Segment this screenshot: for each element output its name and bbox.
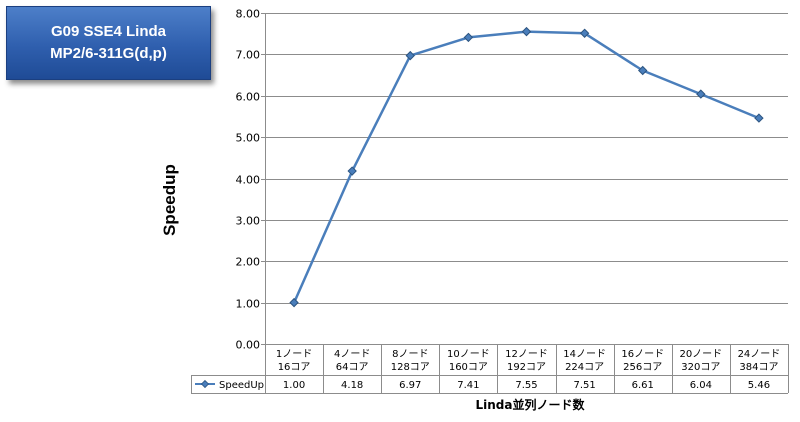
- category-label-line2: 384コア: [739, 362, 778, 373]
- category-label-line1: 24ノード: [738, 349, 781, 360]
- legend-series-name: SpeedUp: [219, 380, 264, 391]
- y-tick-labels: 0.00 1.00 2.00 3.00 4.00 5.00 6.00 7.00 8.00: [236, 8, 261, 352]
- category-label-line1: 16ノード: [621, 349, 664, 360]
- y-tick-label: 5.00: [236, 132, 261, 145]
- data-table: 1ノード 16コア 4ノード 64コア 8ノード 128コア 10ノード 160コア 12ノード…: [191, 344, 789, 394]
- category-label-line2: 160コア: [449, 362, 488, 373]
- series-layer: [289, 26, 764, 308]
- data-point: [463, 32, 474, 43]
- y-tick-label: 8.00: [236, 8, 261, 21]
- data-label: 6.61: [632, 380, 654, 391]
- chart-title-line1: G09 SSE4 Linda: [50, 23, 167, 40]
- data-point: [289, 297, 299, 308]
- data-point: [638, 65, 648, 76]
- category-label-line2: 256コア: [623, 362, 662, 373]
- category-label-line2: 16コア: [278, 362, 311, 373]
- chart-title-box: G09 SSE4 Linda MP2/6-311G(d,p): [6, 6, 211, 80]
- gridlines: [261, 13, 788, 345]
- x-axis-title: Linda並列ノード数: [475, 398, 585, 412]
- category-label-line1: 1ノード: [276, 349, 312, 360]
- y-tick-label: 0.00: [236, 339, 261, 352]
- data-label: 7.55: [515, 380, 537, 391]
- data-label: 6.04: [690, 380, 712, 391]
- category-label-line1: 8ノード: [392, 349, 428, 360]
- category-label-line1: 4ノード: [334, 349, 370, 360]
- y-tick-label: 6.00: [236, 91, 261, 104]
- y-tick-label: 4.00: [236, 174, 261, 187]
- category-label-line1: 10ノード: [447, 349, 490, 360]
- category-label-line2: 320コア: [681, 362, 720, 373]
- data-point: [754, 113, 764, 123]
- data-point: [579, 28, 590, 38]
- category-label-line1: 20ノード: [679, 349, 722, 360]
- data-point: [521, 26, 532, 37]
- data-label: 7.51: [573, 380, 595, 391]
- data-point: [696, 89, 706, 99]
- category-label-line1: 12ノード: [505, 349, 548, 360]
- category-label-line2: 224コア: [565, 362, 604, 373]
- y-tick-label: 1.00: [236, 298, 261, 311]
- legend-marker-key: [200, 379, 210, 389]
- data-label: 7.41: [457, 380, 479, 391]
- data-point: [405, 50, 415, 61]
- category-label-line2: 128コア: [391, 362, 430, 373]
- chart-title-line2: MP2/6-311G(d,p): [50, 45, 167, 62]
- y-tick-label: 2.00: [236, 256, 261, 269]
- data-label: 1.00: [283, 380, 305, 391]
- category-label-line2: 64コア: [336, 362, 369, 373]
- category-label-line1: 14ノード: [563, 349, 606, 360]
- category-label-line2: 192コア: [507, 362, 546, 373]
- y-tick-label: 3.00: [236, 215, 261, 228]
- data-label: 4.18: [341, 380, 363, 391]
- data-label: 5.46: [748, 380, 770, 391]
- data-label: 6.97: [399, 380, 421, 391]
- y-tick-label: 7.00: [236, 49, 261, 62]
- data-point: [347, 166, 357, 176]
